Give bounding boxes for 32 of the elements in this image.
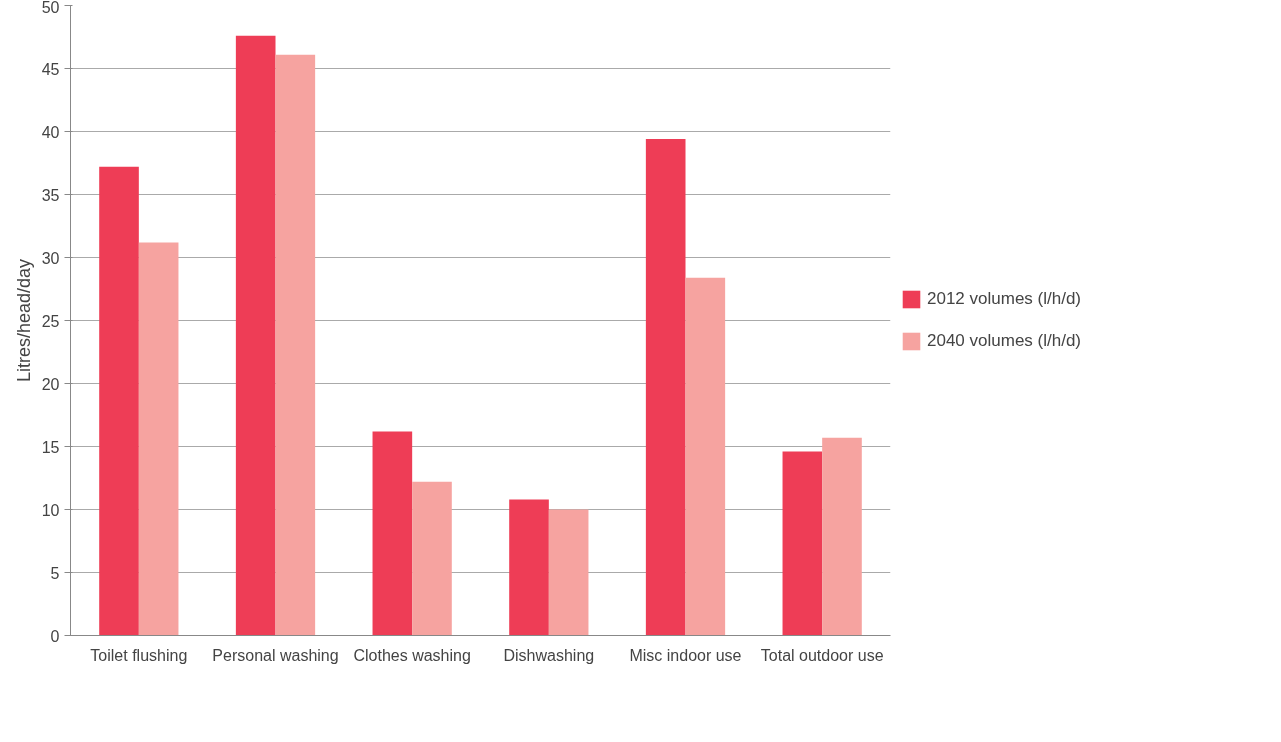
- bar: [685, 277, 726, 636]
- bar: [412, 481, 452, 636]
- bar: [548, 509, 589, 636]
- y-tick-label: 5: [50, 564, 60, 582]
- bar: [235, 35, 276, 636]
- x-tick-label: Misc indoor use: [629, 646, 742, 664]
- bar: [782, 451, 823, 636]
- y-tick-label: 25: [41, 312, 60, 330]
- x-tick-label: Toilet flushing: [90, 646, 188, 664]
- legend-label: 2012 volumes (l/h/d): [927, 289, 1082, 309]
- bar: [372, 431, 413, 636]
- y-tick-label: 50: [41, 0, 60, 16]
- y-axis-title: Litres/head/day: [13, 258, 34, 383]
- y-tick-label: 15: [41, 438, 60, 456]
- x-tick-label: Dishwashing: [503, 646, 595, 664]
- y-tick-label: 10: [41, 501, 60, 519]
- bar: [99, 166, 139, 636]
- y-tick-label: 45: [41, 60, 60, 78]
- bar: [645, 139, 686, 636]
- bar: [822, 437, 862, 636]
- legend-label: 2040 volumes (l/h/d): [927, 331, 1082, 351]
- x-tick-label: Total outdoor use: [760, 646, 884, 664]
- x-tick-label: Clothes washing: [353, 646, 471, 664]
- y-tick-label: 40: [41, 123, 60, 141]
- y-tick-label: 35: [41, 186, 60, 204]
- y-tick-label: 20: [41, 375, 60, 393]
- bar: [275, 54, 316, 636]
- y-tick-label: 0: [50, 627, 60, 645]
- x-tick-label: Personal washing: [212, 646, 339, 664]
- y-tick-label: 30: [41, 249, 60, 267]
- bar: [509, 499, 549, 636]
- bar: [138, 242, 179, 636]
